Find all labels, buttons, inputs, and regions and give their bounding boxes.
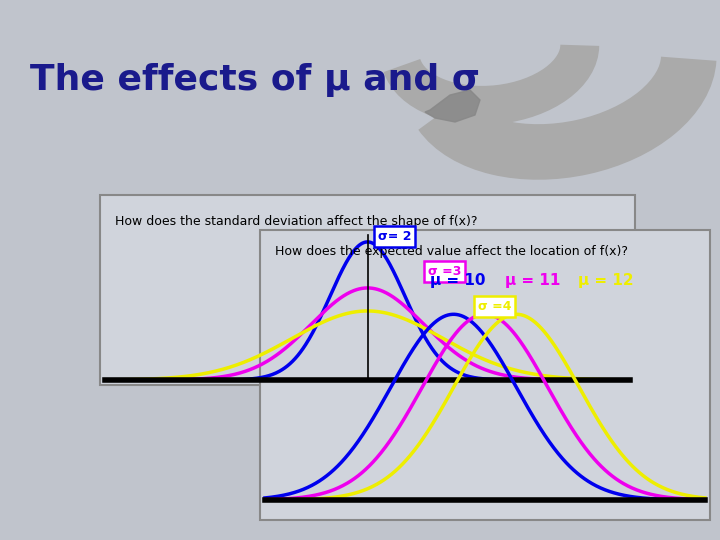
Text: How does the expected value affect the location of f(x)?: How does the expected value affect the l…	[275, 245, 628, 258]
FancyBboxPatch shape	[260, 230, 710, 520]
Text: σ= 2: σ= 2	[377, 230, 411, 243]
Text: μ = 12: μ = 12	[578, 273, 634, 287]
FancyBboxPatch shape	[100, 195, 635, 385]
Text: σ =4: σ =4	[477, 300, 511, 313]
Text: σ =3: σ =3	[428, 265, 461, 278]
Text: μ = 11: μ = 11	[505, 273, 560, 287]
Text: μ = 10: μ = 10	[430, 273, 485, 287]
Polygon shape	[425, 90, 480, 122]
Text: How does the standard deviation affect the shape of f(x)?: How does the standard deviation affect t…	[115, 215, 477, 228]
Text: The effects of μ and σ: The effects of μ and σ	[30, 63, 480, 97]
